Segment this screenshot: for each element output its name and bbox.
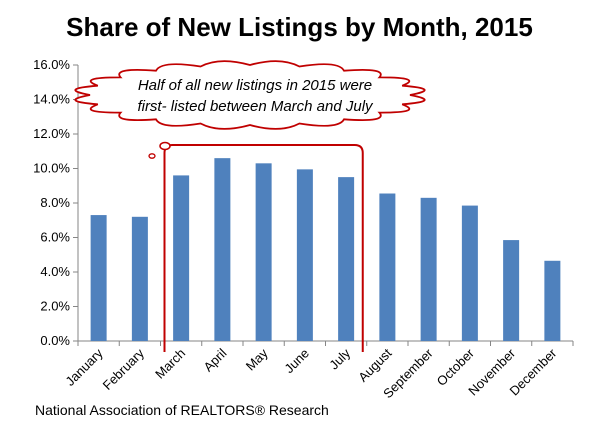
x-tick-label: July bbox=[326, 345, 353, 372]
annotation-callout: Half of all new listings in 2015 were fir… bbox=[74, 60, 426, 159]
x-tick-label: June bbox=[281, 346, 312, 377]
y-axis-ticks: 0.0% 2.0% 4.0% 6.0% 8.0% 10.0% 12.0% 14.0% 16.0% bbox=[33, 57, 78, 348]
bar-may bbox=[255, 163, 272, 341]
callout-tail-dot-small bbox=[148, 153, 156, 159]
bar-september bbox=[420, 197, 437, 341]
bar-july bbox=[338, 177, 355, 341]
y-tick-label: 12.0% bbox=[33, 126, 70, 141]
y-tick-label: 6.0% bbox=[40, 230, 70, 245]
chart-title: Share of New Listings by Month, 2015 bbox=[66, 12, 533, 42]
callout-text-line: Half of all new listings in 2015 were bbox=[138, 77, 372, 94]
y-tick-label: 2.0% bbox=[40, 299, 70, 314]
callout-cloud-shape bbox=[74, 60, 426, 130]
bars bbox=[90, 158, 561, 341]
y-tick-label: 16.0% bbox=[33, 57, 70, 72]
y-tick-label: 14.0% bbox=[33, 92, 70, 107]
y-tick-label: 4.0% bbox=[40, 264, 70, 279]
bar-june bbox=[296, 169, 313, 341]
y-tick-label: 8.0% bbox=[40, 195, 70, 210]
source-note: National Association of REALTORS® Resear… bbox=[35, 402, 329, 418]
x-tick-label: May bbox=[243, 345, 271, 373]
bar-january bbox=[90, 215, 107, 341]
bar-november bbox=[503, 240, 520, 341]
x-tick-label: April bbox=[200, 345, 229, 374]
x-tick-label: February bbox=[100, 345, 148, 393]
y-tick-label: 10.0% bbox=[33, 161, 70, 176]
y-tick-label: 0.0% bbox=[40, 333, 70, 348]
x-tick-label: March bbox=[152, 346, 188, 382]
bar-october bbox=[461, 205, 478, 341]
bar-august bbox=[379, 193, 396, 341]
bar-march bbox=[173, 175, 190, 341]
bar-february bbox=[131, 216, 148, 341]
bar-april bbox=[214, 158, 231, 341]
x-tick-label: August bbox=[355, 345, 394, 384]
bar-december bbox=[544, 260, 561, 341]
callout-tail-dot-large bbox=[159, 141, 171, 151]
callout-text-line: first- listed between March and July bbox=[137, 98, 374, 115]
